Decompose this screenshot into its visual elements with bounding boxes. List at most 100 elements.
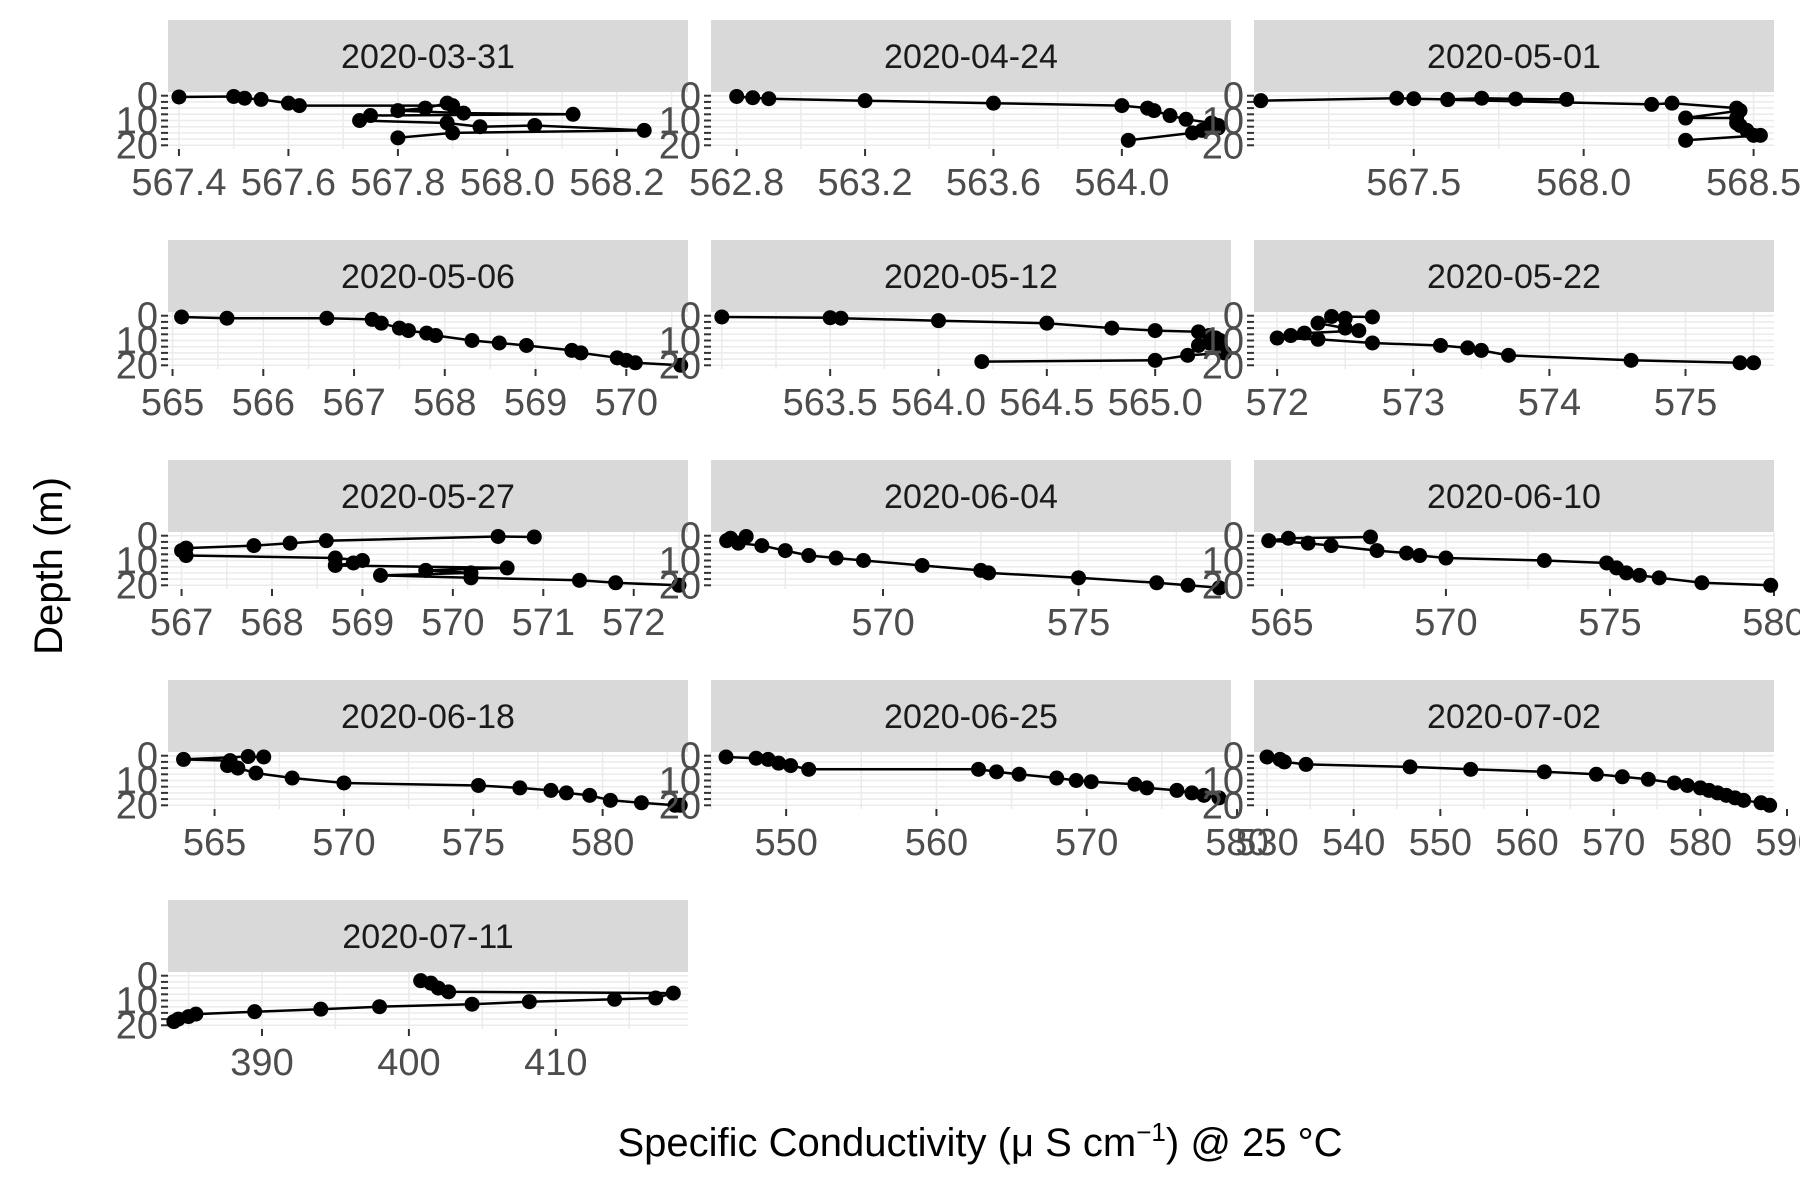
profile-line <box>723 535 1220 590</box>
x-tick-label: 572 <box>602 602 665 644</box>
facet-strip-label: 2020-06-18 <box>341 698 515 736</box>
data-point <box>318 533 334 549</box>
y-tick-label: 20 <box>659 565 701 607</box>
y-tick-label: 0 <box>1223 516 1244 558</box>
data-point <box>1310 315 1326 331</box>
data-point <box>985 95 1001 111</box>
data-point <box>1588 766 1604 782</box>
x-tick-label: 560 <box>905 822 968 864</box>
data-point <box>714 309 730 325</box>
data-point <box>470 777 486 793</box>
y-tick-label: 0 <box>1223 76 1244 118</box>
data-point <box>1412 548 1428 564</box>
x-axis-title-mu: μ <box>1011 1121 1034 1165</box>
data-point <box>989 764 1005 780</box>
data-point <box>971 761 987 777</box>
data-point <box>373 315 389 331</box>
facet-strip-label: 2020-05-12 <box>884 258 1058 296</box>
y-tick-label: 20 <box>116 785 158 827</box>
data-point <box>1139 780 1155 796</box>
data-point <box>1432 337 1448 353</box>
data-point <box>822 310 838 326</box>
data-point <box>1736 792 1752 808</box>
x-tick-label: 563.6 <box>946 162 1041 204</box>
facet-strip <box>711 460 1231 532</box>
y-tick-label: 0 <box>680 736 701 778</box>
data-point <box>1259 749 1275 765</box>
data-point <box>718 749 734 765</box>
data-point <box>319 310 335 326</box>
data-point <box>1283 328 1299 344</box>
data-point <box>1351 323 1367 339</box>
data-point <box>636 122 652 138</box>
y-tick-label: 10 <box>1202 761 1244 803</box>
facet-strip <box>168 680 688 752</box>
x-tick-label: 567.5 <box>1366 162 1461 204</box>
data-point <box>439 95 455 111</box>
x-tick-label: 575 <box>1047 602 1110 644</box>
data-point <box>400 323 416 339</box>
data-point <box>1210 120 1226 136</box>
x-tick-label: 565 <box>141 382 204 424</box>
data-point <box>174 309 190 325</box>
data-point <box>1310 331 1326 347</box>
data-point <box>672 797 688 813</box>
data-point <box>1369 543 1385 559</box>
data-point <box>1039 315 1055 331</box>
data-point <box>1211 580 1227 596</box>
y-tick-label: 10 <box>116 761 158 803</box>
data-point <box>633 795 649 811</box>
data-point <box>1399 545 1415 561</box>
x-tick-label: 550 <box>1409 822 1472 864</box>
data-point <box>352 113 368 128</box>
x-tick-label: 580 <box>1669 822 1732 864</box>
x-tick-label: 400 <box>377 1042 440 1084</box>
data-point <box>1104 320 1120 336</box>
y-tick-label: 10 <box>1202 101 1244 143</box>
y-tick-label: 10 <box>116 541 158 583</box>
data-point <box>1536 553 1552 568</box>
data-point <box>1324 308 1340 324</box>
y-tick-label: 20 <box>1202 565 1244 607</box>
data-point <box>441 984 457 1000</box>
data-point <box>464 996 480 1012</box>
data-point <box>1146 103 1162 119</box>
y-axis-title: Depth (m) <box>27 477 71 655</box>
data-point <box>1253 93 1269 109</box>
data-point <box>1196 787 1212 803</box>
facet-strip <box>1254 460 1774 532</box>
x-tick-label: 560 <box>1495 822 1558 864</box>
data-point <box>745 90 761 106</box>
x-tick-label: 530 <box>1235 822 1298 864</box>
y-tick-label: 0 <box>137 296 158 338</box>
data-point <box>1752 127 1768 143</box>
data-point <box>428 328 444 344</box>
data-point <box>771 755 787 771</box>
x-tick-label: 573 <box>1382 382 1445 424</box>
y-tick-label: 20 <box>1202 785 1244 827</box>
x-axis-title: Specific Conductivity (μ S cm−1) @ 25 °C <box>617 1117 1342 1165</box>
x-tick-label: 569 <box>504 382 567 424</box>
data-point <box>833 310 849 326</box>
x-tick-label: 570 <box>312 822 375 864</box>
data-point <box>1508 91 1524 107</box>
data-point <box>166 1014 182 1030</box>
data-point <box>1323 538 1339 554</box>
data-point <box>543 782 559 798</box>
data-point <box>490 528 506 544</box>
facet-strip <box>168 20 688 92</box>
data-point <box>1300 535 1316 551</box>
data-point <box>1049 770 1065 786</box>
data-point <box>1184 125 1200 141</box>
data-point <box>1664 95 1680 111</box>
data-point <box>1559 91 1575 107</box>
facet-strip <box>1254 240 1774 312</box>
data-point <box>512 780 528 796</box>
x-tick-label: 580 <box>571 822 634 864</box>
data-point <box>1147 352 1163 368</box>
